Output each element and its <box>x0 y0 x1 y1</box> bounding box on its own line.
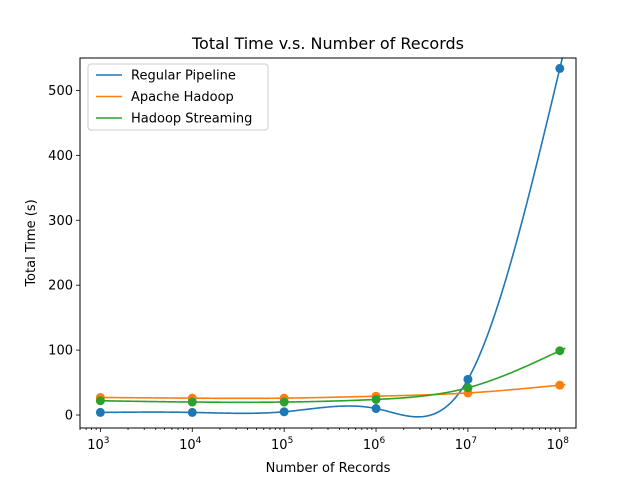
series-line-1 <box>100 58 564 418</box>
y-axis-label: Total Time (s) <box>24 199 39 287</box>
x-tick-label: 106 <box>363 436 386 453</box>
x-tick-label: 105 <box>271 436 293 453</box>
y-tick-label: 300 <box>48 214 73 229</box>
x-tick-label: 103 <box>87 436 109 453</box>
y-tick-label: 200 <box>48 279 73 294</box>
data-point-1-3 <box>279 407 289 417</box>
y-tick-label: 100 <box>48 344 73 359</box>
x-tick-label: 104 <box>179 436 202 453</box>
legend-box <box>87 63 269 131</box>
legend-label-1: Regular Pipeline <box>131 69 236 84</box>
data-point-1-5 <box>463 374 473 384</box>
data-point-1-1 <box>95 407 105 417</box>
x-tick-label: 107 <box>455 436 477 453</box>
legend: Regular Pipeline Apache Hadoop Hadoop Stre… <box>87 63 269 131</box>
data-point-3-4 <box>371 394 381 404</box>
data-point-3-6 <box>555 346 565 356</box>
data-point-1-2 <box>187 407 197 417</box>
data-point-2-6 <box>555 380 565 390</box>
legend-label-2: Apache Hadoop <box>131 90 234 105</box>
chart-title: Total Time v.s. Number of Records <box>191 34 464 53</box>
y-tick-label: 400 <box>48 149 73 164</box>
x-axis-label: Number of Records <box>266 461 391 476</box>
y-tick-label: 500 <box>48 84 73 99</box>
data-point-3-3 <box>279 397 289 407</box>
data-point-3-5 <box>463 383 473 393</box>
y-tick-label: 0 <box>65 409 73 424</box>
data-point-1-4 <box>371 404 381 414</box>
x-tick-label: 108 <box>547 436 570 453</box>
data-point-3-2 <box>187 397 197 407</box>
legend-label-3: Hadoop Streaming <box>131 112 252 127</box>
data-point-3-1 <box>95 396 105 406</box>
data-point-1-6 <box>555 63 565 73</box>
series-line-3 <box>100 347 566 404</box>
series-line-2 <box>100 383 566 400</box>
